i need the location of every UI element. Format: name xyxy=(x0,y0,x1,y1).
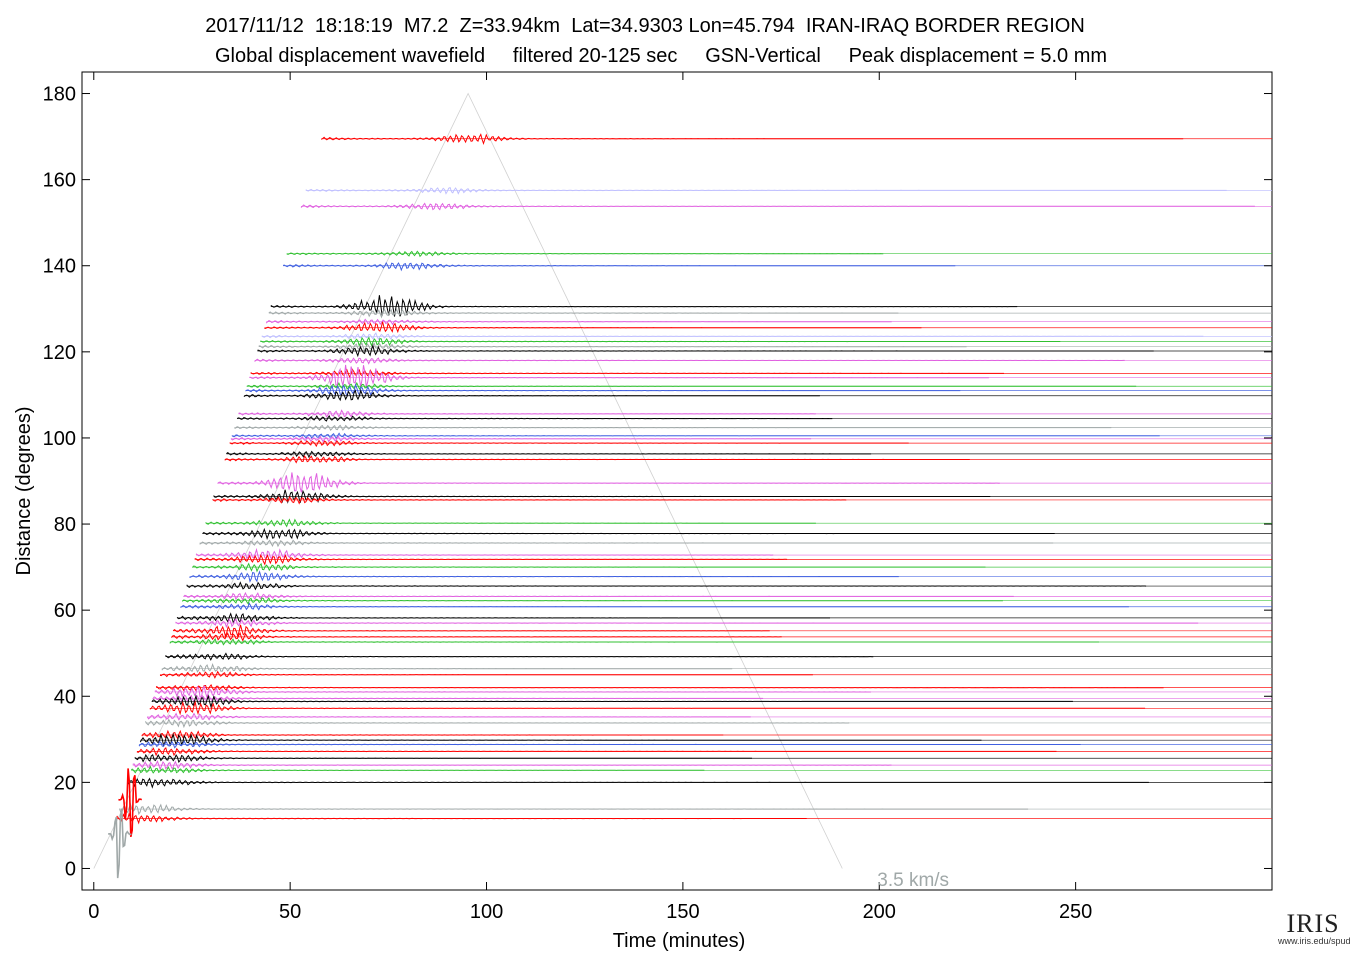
y-tick-label: 100 xyxy=(43,428,76,450)
seismogram-trace xyxy=(118,768,143,837)
y-tick-label: 140 xyxy=(43,256,76,278)
seismogram-trace xyxy=(176,612,830,625)
seismogram-traces xyxy=(107,133,1272,879)
seismogram-trace xyxy=(202,527,1055,541)
velocity-guide-line xyxy=(93,92,843,869)
y-tick-label: 120 xyxy=(43,342,76,364)
seismogram-trace xyxy=(226,450,872,459)
seismogram-trace xyxy=(131,765,705,774)
seismogram-trace xyxy=(254,357,1125,365)
seismogram-trace xyxy=(282,261,956,272)
seismogram-trace xyxy=(149,700,1146,716)
chart-title-line-1: 2017/11/12 18:18:19 M7.2 Z=33.94km Lat=3… xyxy=(205,15,1085,37)
seismogram-trace xyxy=(161,662,733,673)
y-tick-label: 80 xyxy=(54,514,76,536)
iris-logo-word: IRIS xyxy=(1286,909,1340,938)
velocity-annotation: 3.5 km/s xyxy=(877,870,949,891)
y-tick-label: 180 xyxy=(43,84,76,106)
plot-frame xyxy=(81,71,1273,891)
x-tick-label: 150 xyxy=(666,901,699,923)
velocity-guide xyxy=(93,92,843,869)
iris-logo-url: www.iris.edu/spud xyxy=(1278,936,1351,946)
seismogram-trace xyxy=(127,777,1149,789)
axes: 0 50 100 150 200 250 0 20 40 60 80 100 120 140 160 180 xyxy=(43,72,1272,923)
y-tick-label: 60 xyxy=(54,600,76,622)
x-axis-label: Time (minutes) xyxy=(613,930,746,952)
x-tick-label: 100 xyxy=(470,901,503,923)
x-tick-label: 50 xyxy=(279,901,301,923)
y-tick-label: 160 xyxy=(43,170,76,192)
y-tick-label: 0 xyxy=(65,858,76,880)
chart-title-line-2: Global displacement wavefield filtered 2… xyxy=(214,45,1108,67)
x-tick-label: 0 xyxy=(88,901,99,923)
seismogram-trace xyxy=(155,684,1164,693)
seismogram-trace xyxy=(217,472,1000,493)
iris-logo: IRIS www.iris.edu/spud xyxy=(1278,909,1351,947)
seismogram-trace xyxy=(249,364,989,388)
y-tick-label: 20 xyxy=(54,772,76,794)
x-tick-label: 250 xyxy=(1059,901,1092,923)
y-tick-label: 40 xyxy=(54,686,76,708)
seismogram-trace xyxy=(107,808,132,879)
x-tick-label: 200 xyxy=(863,901,896,923)
y-axis-label: Distance (degrees) xyxy=(13,407,35,576)
